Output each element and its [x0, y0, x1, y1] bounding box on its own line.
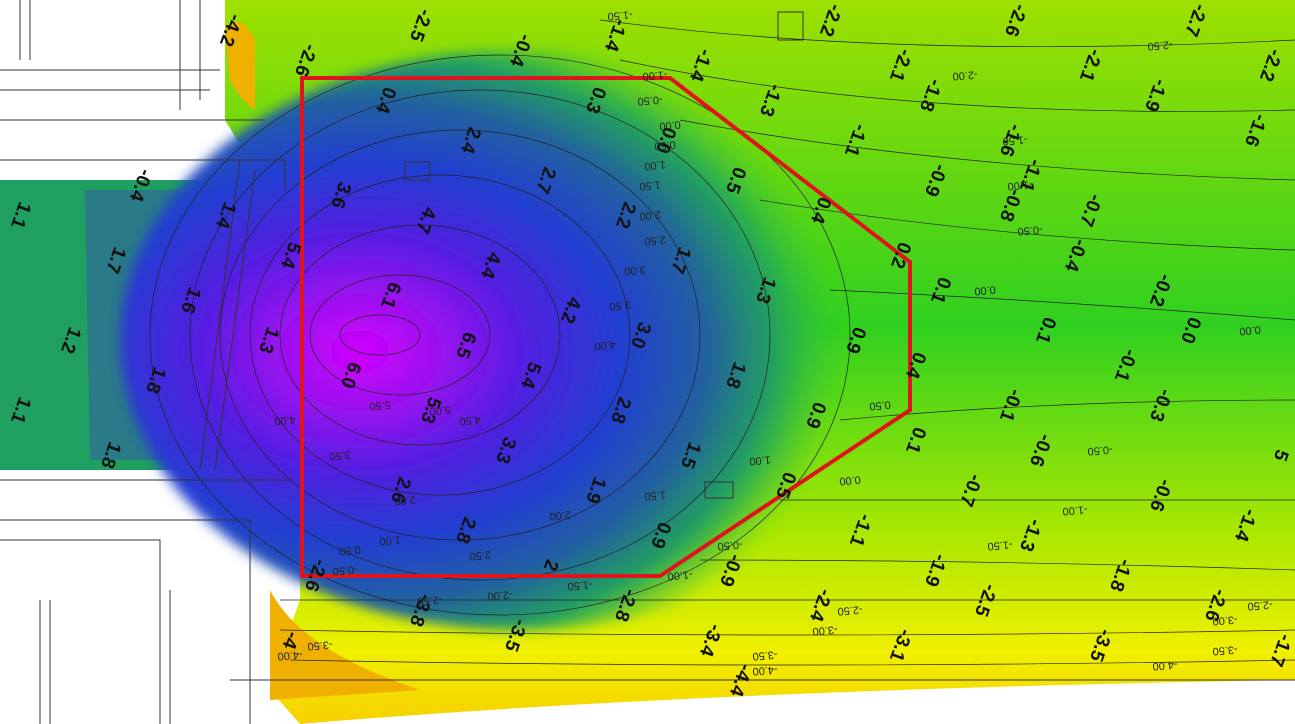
contour-label: -3.50	[1212, 643, 1238, 657]
contour-label: -4.00	[277, 648, 303, 662]
contour-label: -2.50	[1247, 598, 1273, 612]
contour-label: 0.50	[654, 138, 676, 152]
contour-label: -1.00	[1062, 503, 1088, 517]
contour-label: 1.00	[379, 533, 401, 547]
contour-label: 2.00	[549, 508, 571, 522]
contour-label: -1.50	[567, 578, 593, 592]
bathymetry-map: -4.2-2.5-0.4-2.6-1.4-1.4-2.2-1.3-2.1-1.8…	[0, 0, 1295, 724]
contour-label: 3.50	[329, 448, 351, 462]
contour-label: 3.50	[609, 298, 631, 312]
contour-label: 1.50	[644, 488, 666, 502]
contour-label: 0.00	[974, 283, 996, 297]
contour-label: 4.00	[594, 338, 616, 352]
contour-label: -1.50	[1002, 133, 1028, 147]
contour-label: -1.50	[987, 538, 1013, 552]
contour-label: -2.50	[1147, 38, 1173, 52]
contour-label: -2.00	[487, 588, 513, 602]
contour-label: -3.00	[1212, 613, 1238, 627]
contour-label: -0.50	[637, 93, 663, 107]
contour-label: -3.50	[307, 638, 333, 652]
contour-label: -1.00	[1007, 178, 1033, 192]
contour-label: 4.00	[274, 413, 296, 427]
contour-label: 2.50	[644, 233, 666, 247]
contour-label: 0.50	[869, 398, 891, 412]
contour-label: -3.00	[812, 623, 838, 637]
contour-label: -2.50	[837, 603, 863, 617]
contour-label: -3.50	[752, 648, 778, 662]
contour-label: -1.50	[607, 8, 633, 22]
contour-label: 1.00	[749, 453, 771, 467]
contour-label: 4.50	[459, 413, 481, 427]
contour-label: 5.00	[429, 403, 451, 417]
contour-label: 3.00	[624, 263, 646, 277]
contour-label: -0.50	[1087, 443, 1113, 457]
contour-label: -4.00	[752, 663, 778, 677]
contour-label: -1.00	[667, 568, 693, 582]
contour-label: 5.50	[369, 398, 391, 412]
contour-label: -0.50	[1017, 223, 1043, 237]
deep-basin	[120, 50, 920, 630]
contour-label: 0.00	[1239, 323, 1261, 337]
contour-label: -0.50	[717, 538, 743, 552]
contour-label: 2.00	[394, 493, 416, 507]
contour-label: -1.00	[642, 68, 668, 82]
contour-label: 0.00	[839, 473, 861, 487]
contour-label: 1.00	[644, 158, 666, 172]
contour-label: 0.00	[659, 118, 681, 132]
contour-label: 0.50	[339, 543, 361, 557]
contour-label: 1.50	[639, 178, 661, 192]
contour-label: -2.00	[952, 68, 978, 82]
contour-label: 2.00	[639, 208, 661, 222]
contour-label: -4.00	[1152, 658, 1178, 672]
contour-label: -2.50	[417, 593, 443, 607]
contour-label: 2.50	[469, 548, 491, 562]
contour-label: -0.50	[332, 563, 358, 577]
